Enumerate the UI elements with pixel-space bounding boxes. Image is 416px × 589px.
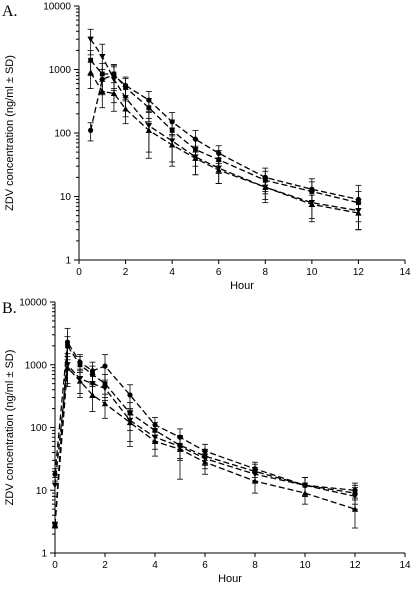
data-point [146,105,152,111]
x-axis-title: Hour [230,280,254,292]
data-point [89,381,96,387]
y-tick-label: 1000 [49,65,72,76]
panel-label: B. [2,300,17,317]
data-point [168,141,176,148]
x-tick-label: 12 [349,560,361,571]
x-tick-label: 4 [169,267,175,278]
chart-panel: B. 1 10 100 1000 10000 0 2 4 6 8 10 12 14 Hour ZDV conc… [2,298,411,586]
series-line [54,363,356,497]
data-point [351,506,359,512]
y-tick-label: 10000 [19,298,47,309]
data-point [351,493,359,500]
data-point [201,459,209,465]
data-point [355,209,362,216]
data-point [99,53,106,60]
chart-panel: A. 1 10 100 1000 10000 0 2 4 6 8 10 12 14 Hour ZDV conc… [2,2,411,293]
data-point [88,127,94,133]
data-point [88,57,94,63]
x-tick-label: 6 [202,560,208,571]
data-point [110,76,118,83]
data-point [262,184,269,190]
y-tick-label: 100 [54,129,71,140]
series-line [90,59,359,204]
x-tick-label: 10 [306,267,318,278]
data-point [77,362,83,368]
data-point [51,482,59,489]
data-point [301,490,309,496]
series-triangle-up [51,356,359,529]
data-point [122,95,129,101]
x-tick-label: 8 [263,267,269,278]
data-point [87,36,94,43]
y-axis-title: ZDV concentration (ng/ml ± SD) [4,350,16,506]
data-point [151,438,159,445]
y-tick-label: 1 [65,256,71,267]
data-point [215,167,222,173]
y-tick-label: 1000 [25,360,48,371]
series-square [87,49,362,223]
x-tick-label: 6 [216,267,222,278]
data-point [99,88,106,95]
x-tick-label: 14 [399,267,411,278]
data-point [65,343,70,349]
data-point [76,378,84,384]
data-point [176,446,184,452]
panel-label: A. [2,3,18,20]
data-point [51,521,59,528]
data-point [126,419,134,426]
data-point [122,105,129,112]
data-point [101,385,109,392]
data-point [308,201,316,208]
x-tick-label: 4 [152,560,158,571]
x-tick-label: 0 [76,267,82,278]
x-tick-label: 2 [102,560,108,571]
x-tick-label: 2 [123,267,129,278]
series-line [54,343,356,525]
series-line [89,74,359,201]
data-point [87,69,94,76]
y-tick-label: 10000 [43,2,71,13]
data-point [145,127,153,133]
x-tick-label: 10 [299,560,311,571]
series-line [54,340,356,491]
series-line [90,72,359,214]
data-point [127,392,133,398]
series-circle [87,64,362,231]
data-point [102,363,108,369]
data-point [110,90,118,97]
series-line [90,38,359,212]
x-tick-label: 0 [52,560,58,571]
data-point [192,155,199,161]
series-line [54,366,356,525]
series-triangle-down [87,28,362,231]
x-axis-title: Hour [218,573,242,585]
x-tick-label: 8 [252,560,258,571]
data-point [89,391,96,398]
y-tick-label: 1 [41,549,47,560]
data-point [251,478,259,484]
x-tick-label: 14 [399,560,411,571]
series-triangle-up [87,61,362,231]
data-point [64,364,71,371]
series-square [52,336,358,529]
data-point [101,400,109,407]
y-tick-label: 100 [30,423,47,434]
y-tick-label: 10 [60,192,72,203]
x-tick-label: 12 [353,267,365,278]
y-axis-title: ZDV concentration (ng/ml ± SD) [4,55,16,211]
y-tick-label: 10 [36,486,48,497]
